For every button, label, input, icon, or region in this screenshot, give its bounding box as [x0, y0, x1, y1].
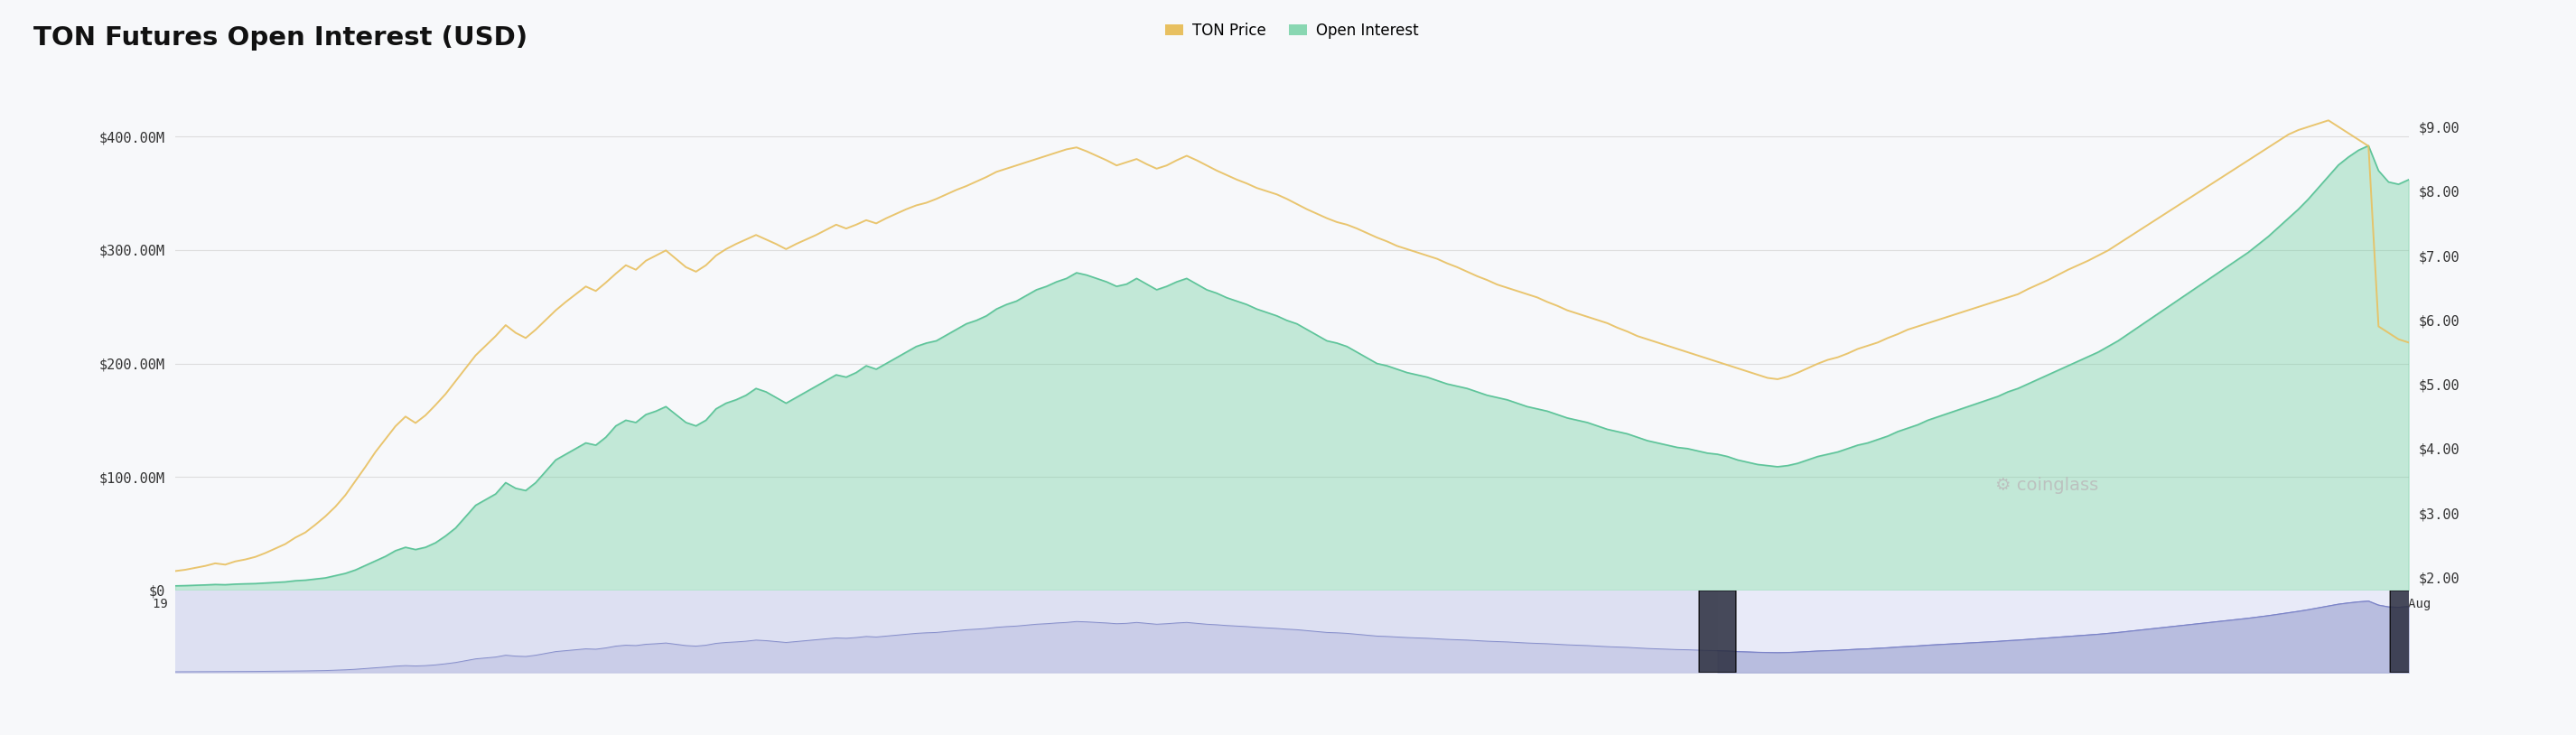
Text: ⚙ coinglass: ⚙ coinglass	[1996, 477, 2099, 494]
Legend: TON Price, Open Interest: TON Price, Open Interest	[1159, 17, 1425, 45]
Bar	[1718, 590, 2409, 673]
FancyBboxPatch shape	[1700, 590, 1736, 673]
FancyBboxPatch shape	[2391, 590, 2427, 673]
Text: TON Futures Open Interest (USD): TON Futures Open Interest (USD)	[33, 26, 528, 51]
